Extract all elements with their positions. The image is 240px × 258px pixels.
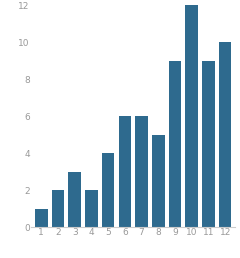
Bar [52, 190, 64, 227]
Bar [35, 208, 48, 227]
Bar [135, 116, 148, 227]
Bar [102, 153, 114, 227]
Bar [202, 61, 215, 227]
Bar [119, 116, 131, 227]
Bar [85, 190, 98, 227]
Bar [68, 172, 81, 227]
Bar [152, 135, 165, 227]
Bar [219, 42, 231, 227]
Bar [169, 61, 181, 227]
Bar [186, 5, 198, 227]
